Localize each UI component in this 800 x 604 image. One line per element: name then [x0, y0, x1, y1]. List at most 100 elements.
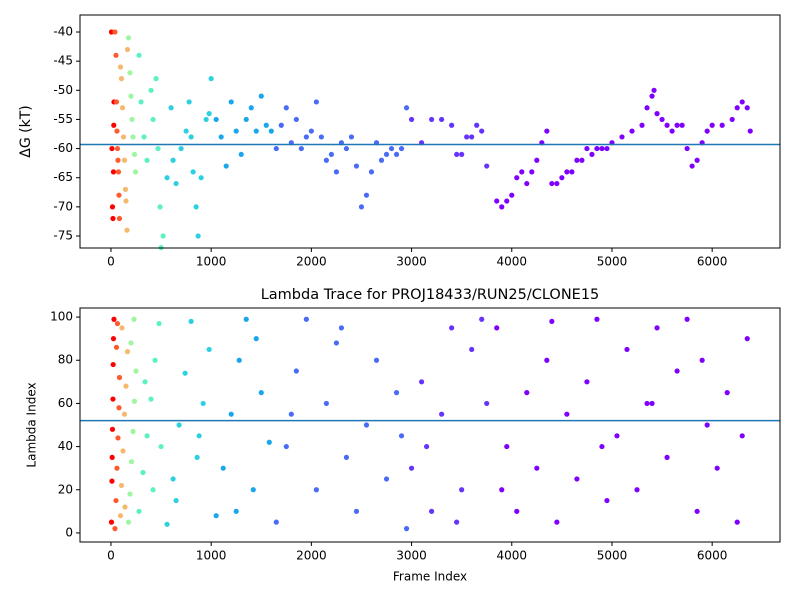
- point: [308, 128, 314, 134]
- point: [747, 128, 753, 134]
- point: [124, 349, 131, 355]
- point: [549, 318, 555, 324]
- point: [109, 426, 116, 432]
- point: [144, 157, 150, 163]
- point: [554, 180, 560, 187]
- point: [383, 151, 390, 158]
- point: [333, 340, 340, 346]
- point: [739, 433, 745, 439]
- point: [228, 99, 234, 105]
- point: [514, 175, 520, 181]
- point: [195, 233, 201, 239]
- point: [114, 128, 120, 134]
- point: [288, 411, 294, 417]
- point: [111, 316, 117, 322]
- point: [454, 151, 460, 158]
- point: [684, 316, 690, 322]
- point: [584, 379, 590, 385]
- point: [303, 134, 309, 140]
- point: [554, 519, 560, 525]
- point: [529, 169, 535, 175]
- point: [559, 175, 565, 181]
- x-tick-label: 0: [107, 549, 115, 563]
- point: [303, 316, 309, 322]
- point: [333, 169, 340, 175]
- axes-frame: [79, 14, 781, 249]
- point: [253, 336, 259, 342]
- point: [343, 145, 350, 152]
- point: [266, 439, 272, 445]
- point: [509, 192, 515, 198]
- point: [164, 521, 170, 527]
- point: [469, 134, 475, 140]
- point: [183, 128, 189, 134]
- point: [639, 122, 645, 128]
- point: [534, 157, 540, 163]
- point: [118, 482, 125, 489]
- point: [213, 116, 219, 123]
- point: [689, 163, 695, 169]
- point: [479, 316, 485, 322]
- point: [298, 145, 304, 152]
- point: [564, 169, 570, 175]
- point: [228, 411, 234, 417]
- point: [112, 29, 118, 35]
- point: [674, 122, 680, 128]
- y-axis-label: Lambda Index: [25, 382, 39, 467]
- point: [679, 122, 685, 128]
- point: [474, 122, 480, 128]
- y-tick-label: -65: [53, 170, 73, 184]
- point: [343, 454, 350, 460]
- point: [111, 122, 117, 128]
- point: [115, 435, 121, 441]
- point: [403, 105, 410, 111]
- point: [110, 169, 117, 175]
- y-tick-label: -45: [53, 54, 73, 68]
- point: [123, 198, 129, 204]
- point: [119, 105, 126, 111]
- point: [734, 105, 740, 111]
- point: [293, 116, 299, 123]
- y-tick-label: -50: [53, 83, 73, 97]
- point: [141, 134, 147, 140]
- point: [408, 116, 415, 123]
- point: [125, 519, 132, 525]
- point: [193, 204, 199, 210]
- point: [268, 128, 274, 134]
- point: [158, 443, 164, 450]
- point: [383, 476, 390, 482]
- point: [124, 46, 131, 53]
- point: [719, 122, 725, 128]
- point: [599, 443, 605, 450]
- point: [258, 390, 264, 396]
- point: [200, 400, 206, 407]
- point: [408, 465, 415, 471]
- point: [152, 357, 158, 363]
- point: [150, 487, 156, 493]
- point: [115, 157, 121, 163]
- point: [236, 357, 242, 363]
- point: [129, 116, 135, 123]
- point: [439, 116, 445, 123]
- point: [378, 157, 385, 163]
- point: [109, 478, 115, 484]
- point: [403, 526, 410, 532]
- point: [283, 105, 289, 111]
- point: [494, 198, 500, 204]
- point: [694, 157, 700, 163]
- point: [651, 87, 657, 93]
- point: [131, 398, 138, 404]
- point: [704, 128, 710, 134]
- point: [110, 336, 117, 342]
- point: [109, 145, 115, 152]
- point: [734, 519, 740, 525]
- point: [125, 35, 132, 41]
- point: [358, 204, 365, 210]
- x-tick-label: 3000: [396, 255, 427, 269]
- point: [233, 128, 239, 134]
- point: [203, 116, 209, 123]
- point: [127, 491, 133, 497]
- point: [449, 325, 455, 331]
- point: [198, 175, 204, 181]
- point: [136, 52, 142, 58]
